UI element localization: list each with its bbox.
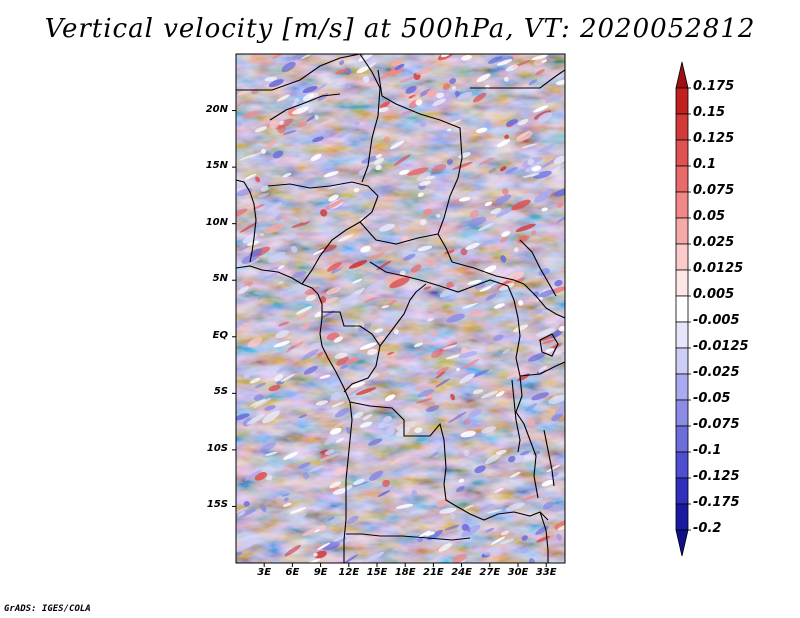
colorbar-segment (675, 269, 689, 297)
colorbar-segment (675, 243, 689, 271)
colorbar-label: 0.05 (693, 209, 726, 224)
border-angola-north (349, 401, 447, 469)
colorbar-label: -0.0125 (693, 339, 749, 354)
border-libya-egypt (377, 69, 463, 179)
border-drc-east (507, 285, 539, 499)
border-congo-drc (379, 283, 427, 347)
coastline-west-africa (236, 265, 353, 563)
colorbar-label: 0.025 (693, 235, 735, 250)
colorbar-segment (675, 529, 689, 557)
lat-label: 15S (206, 499, 228, 511)
colorbar-label: 0.15 (693, 105, 726, 120)
lat-label: 10N (205, 216, 228, 228)
lat-label: 15N (205, 160, 228, 172)
colorbar-segment (675, 113, 689, 141)
colorbar-label: -0.005 (693, 313, 740, 328)
colorbar-label: -0.075 (693, 417, 740, 432)
colorbar-label: 0.075 (693, 183, 735, 198)
lon-label: 21E (423, 567, 444, 578)
border-nigeria-cameroon (301, 195, 379, 285)
lon-label: 24E (451, 567, 472, 578)
colorbar-label: 0.0125 (693, 261, 744, 276)
political-borders (236, 54, 565, 563)
colorbar-segment (675, 191, 689, 219)
lon-label: 33E (535, 567, 557, 578)
lon-label: 6E (285, 567, 300, 578)
colorbar-label: -0.05 (693, 391, 731, 406)
coastline-north-west (236, 179, 257, 263)
lon-label: 15E (366, 567, 388, 578)
lat-label: 20N (205, 103, 228, 115)
border-sudan-ethiopia (519, 239, 557, 297)
lake-tanganyika (511, 379, 521, 453)
colorbar-segment (675, 61, 689, 89)
colorbar-segment (675, 295, 689, 323)
colorbar-segment (675, 503, 689, 531)
colorbar-segment (675, 373, 689, 401)
colorbar-label: -0.125 (693, 469, 740, 484)
colorbar-label: -0.175 (693, 495, 740, 510)
lat-label: EQ (212, 329, 228, 341)
map-title: Vertical velocity [m/s] at 500hPa, VT: 2… (44, 14, 756, 44)
colorbar-label: 0.005 (693, 287, 735, 302)
border-sahara (236, 54, 361, 91)
lon-label: 3E (257, 567, 272, 578)
lat-label: 5S (213, 386, 228, 398)
colorbar-segment (675, 321, 689, 349)
colorbar-segment (675, 217, 689, 245)
lake-malawi (543, 429, 555, 487)
border-car-south (369, 261, 509, 293)
colorbar-label: 0.175 (693, 79, 735, 94)
border-niger-nigeria (267, 181, 379, 197)
colorbar-segment (675, 347, 689, 375)
colorbar-segment (675, 87, 689, 115)
border-east-africa (523, 283, 565, 319)
colorbar-segment (675, 451, 689, 479)
colorbar-segment (675, 477, 689, 505)
border-car-north (359, 221, 439, 245)
colorbar-label: -0.1 (693, 443, 722, 458)
field-patches (236, 54, 565, 563)
colorbar-label: -0.025 (693, 365, 740, 380)
lat-label: 5N (212, 273, 228, 285)
border-chad-sudan (437, 177, 459, 263)
colorbar (675, 61, 691, 557)
lon-label: 27E (479, 567, 501, 578)
field-noise (236, 54, 565, 563)
lon-label: 9E (313, 567, 328, 578)
colorbar-segment (675, 139, 689, 167)
border-zambia (469, 511, 549, 521)
grads-credit: GrADS: IGES/COLA (4, 604, 91, 614)
border-egypt-sudan (470, 69, 565, 89)
plot-frame (235, 53, 566, 564)
border-mali-niger (269, 93, 341, 121)
border-tanzania (519, 361, 565, 377)
lon-label: 30E (507, 567, 529, 578)
colorbar-label: -0.2 (693, 521, 722, 536)
colorbar-segment (675, 165, 689, 193)
colorbar-label: 0.1 (693, 157, 717, 172)
lon-label: 18E (394, 567, 416, 578)
colorbar-segment (675, 399, 689, 427)
lake-victoria (539, 333, 559, 357)
axis-ticks (232, 110, 547, 567)
border-mozambique (539, 511, 549, 563)
border-sudan-south (451, 261, 525, 285)
colorbar-segment (675, 425, 689, 453)
lon-label: 12E (338, 567, 360, 578)
border-angola-south (346, 533, 471, 541)
border-angola-east (443, 467, 471, 515)
border-chad-north (359, 54, 381, 183)
lat-label: 10S (206, 442, 228, 454)
colorbar-label: 0.125 (693, 131, 735, 146)
border-gabon (322, 311, 381, 393)
